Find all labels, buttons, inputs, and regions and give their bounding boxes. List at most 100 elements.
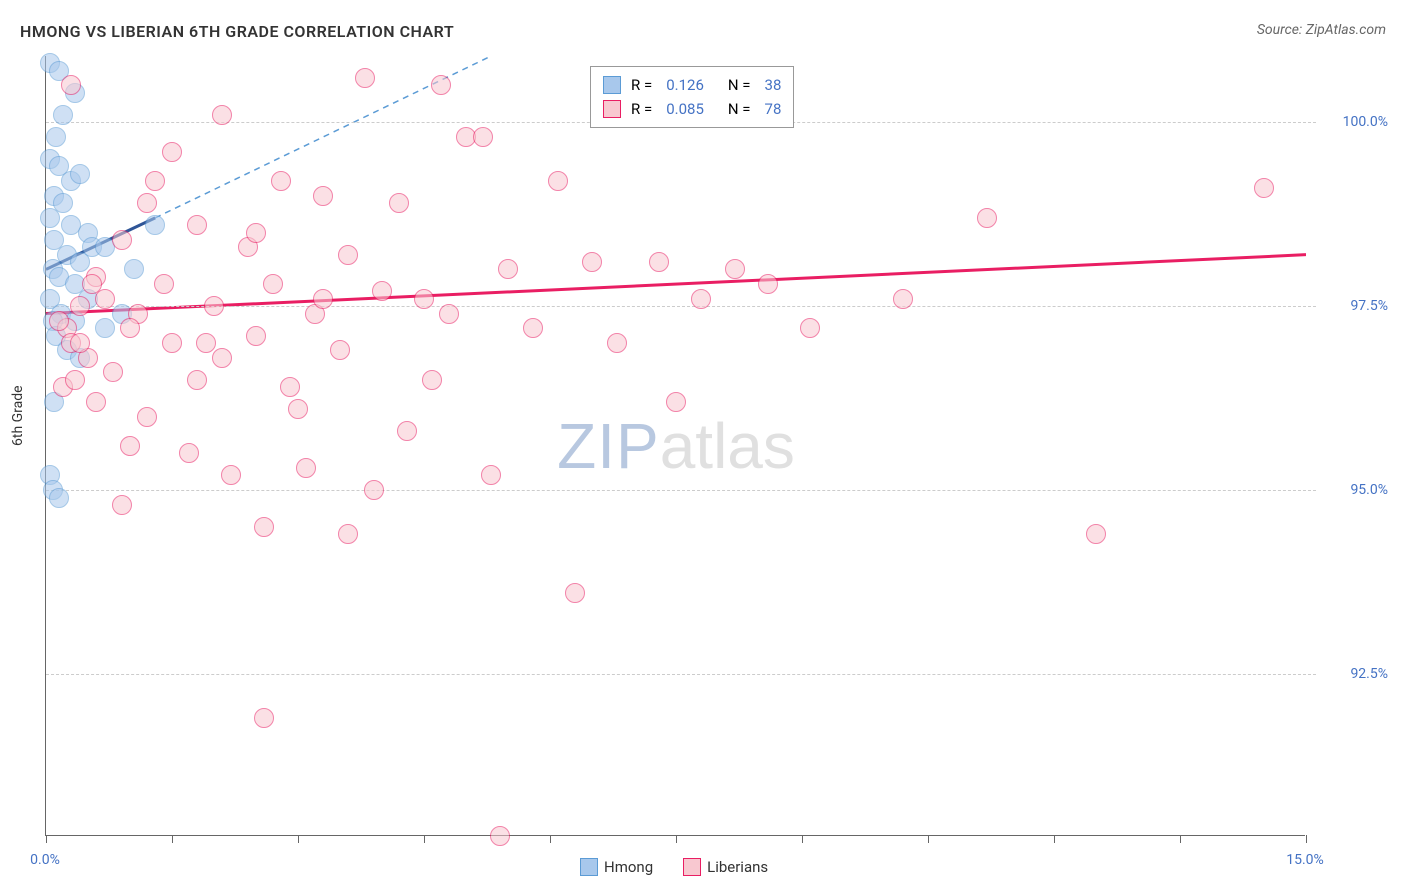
data-point-liberians — [389, 193, 409, 213]
legend-r-label: R = — [631, 97, 652, 121]
data-point-hmong — [44, 230, 64, 250]
data-point-hmong — [43, 259, 63, 279]
data-point-liberians — [137, 193, 157, 213]
data-point-liberians — [57, 318, 77, 338]
data-point-hmong — [65, 274, 85, 294]
data-point-hmong — [49, 61, 69, 81]
data-point-hmong — [145, 215, 165, 235]
x-tick — [424, 835, 425, 843]
legend-stats: R =0.126N =38R =0.085N =78 — [590, 66, 794, 128]
data-point-hmong — [44, 392, 64, 412]
data-point-liberians — [187, 215, 207, 235]
data-point-liberians — [422, 370, 442, 390]
legend-n-label: N = — [728, 73, 751, 97]
data-point-liberians — [263, 274, 283, 294]
data-point-liberians — [523, 318, 543, 338]
data-point-liberians — [649, 252, 669, 272]
data-point-liberians — [338, 524, 358, 544]
data-point-liberians — [70, 333, 90, 353]
data-point-liberians — [372, 281, 392, 301]
data-point-hmong — [70, 348, 90, 368]
data-point-liberians — [481, 465, 501, 485]
data-point-liberians — [666, 392, 686, 412]
x-tick — [1180, 835, 1181, 843]
data-point-liberians — [313, 186, 333, 206]
chart-title: HMONG VS LIBERIAN 6TH GRADE CORRELATION … — [20, 22, 454, 41]
gridline — [46, 674, 1316, 675]
gridline — [46, 306, 1316, 307]
x-tick — [1054, 835, 1055, 843]
data-point-hmong — [61, 171, 81, 191]
legend-n-label: N = — [728, 97, 751, 121]
data-point-liberians — [280, 377, 300, 397]
data-point-liberians — [548, 171, 568, 191]
data-point-liberians — [254, 708, 274, 728]
data-point-hmong — [70, 164, 90, 184]
x-tick — [298, 835, 299, 843]
data-point-liberians — [154, 274, 174, 294]
data-point-liberians — [582, 252, 602, 272]
legend-r-label: R = — [631, 73, 652, 97]
data-point-liberians — [473, 127, 493, 147]
data-point-liberians — [145, 171, 165, 191]
data-point-liberians — [246, 326, 266, 346]
data-point-hmong — [78, 223, 98, 243]
data-point-liberians — [1086, 524, 1106, 544]
data-point-liberians — [725, 259, 745, 279]
data-point-liberians — [271, 171, 291, 191]
data-point-hmong — [65, 83, 85, 103]
legend-r-value: 0.126 — [666, 73, 704, 97]
data-point-hmong — [49, 267, 69, 287]
data-point-liberians — [103, 362, 123, 382]
data-point-liberians — [187, 370, 207, 390]
data-point-liberians — [254, 517, 274, 537]
legend-stat-row-liberians: R =0.085N =78 — [603, 97, 781, 121]
data-point-hmong — [57, 245, 77, 265]
data-point-liberians — [977, 208, 997, 228]
data-point-hmong — [65, 311, 85, 331]
data-point-hmong — [61, 215, 81, 235]
data-point-liberians — [82, 274, 102, 294]
data-point-hmong — [82, 237, 102, 257]
x-tick — [802, 835, 803, 843]
x-tick-label: 15.0% — [1286, 852, 1324, 868]
data-point-liberians — [565, 583, 585, 603]
legend-stat-row-hmong: R = 0.126 N = 38 — [603, 73, 781, 97]
data-point-liberians — [221, 465, 241, 485]
y-tick-label: 92.5% — [1350, 666, 1388, 682]
data-point-liberians — [238, 237, 258, 257]
legend-swatch — [603, 76, 621, 94]
data-point-liberians — [490, 826, 510, 846]
data-point-liberians — [355, 68, 375, 88]
legend-swatch — [683, 858, 701, 876]
y-tick-label: 95.0% — [1350, 482, 1388, 498]
data-point-liberians — [49, 311, 69, 331]
data-point-hmong — [57, 340, 77, 360]
legend-series: HmongLiberians — [580, 858, 768, 876]
legend-swatch — [580, 858, 598, 876]
watermark-part1: ZIP — [557, 410, 660, 482]
x-tick — [676, 835, 677, 843]
data-point-hmong — [40, 149, 60, 169]
chart-source: Source: ZipAtlas.com — [1257, 22, 1386, 38]
data-point-hmong — [95, 237, 115, 257]
data-point-liberians — [196, 333, 216, 353]
data-point-liberians — [86, 267, 106, 287]
legend-n-value: 78 — [765, 97, 782, 121]
x-tick — [550, 835, 551, 843]
data-point-liberians — [112, 495, 132, 515]
data-point-liberians — [61, 75, 81, 95]
data-point-liberians — [607, 333, 627, 353]
data-point-liberians — [397, 421, 417, 441]
data-point-liberians — [65, 370, 85, 390]
data-point-liberians — [53, 377, 73, 397]
legend-n-value: 38 — [765, 73, 782, 97]
data-point-liberians — [246, 223, 266, 243]
gridline — [46, 490, 1316, 491]
x-tick — [46, 835, 47, 843]
data-point-liberians — [112, 230, 132, 250]
data-point-hmong — [124, 259, 144, 279]
data-point-liberians — [456, 127, 476, 147]
data-point-liberians — [800, 318, 820, 338]
data-point-liberians — [338, 245, 358, 265]
